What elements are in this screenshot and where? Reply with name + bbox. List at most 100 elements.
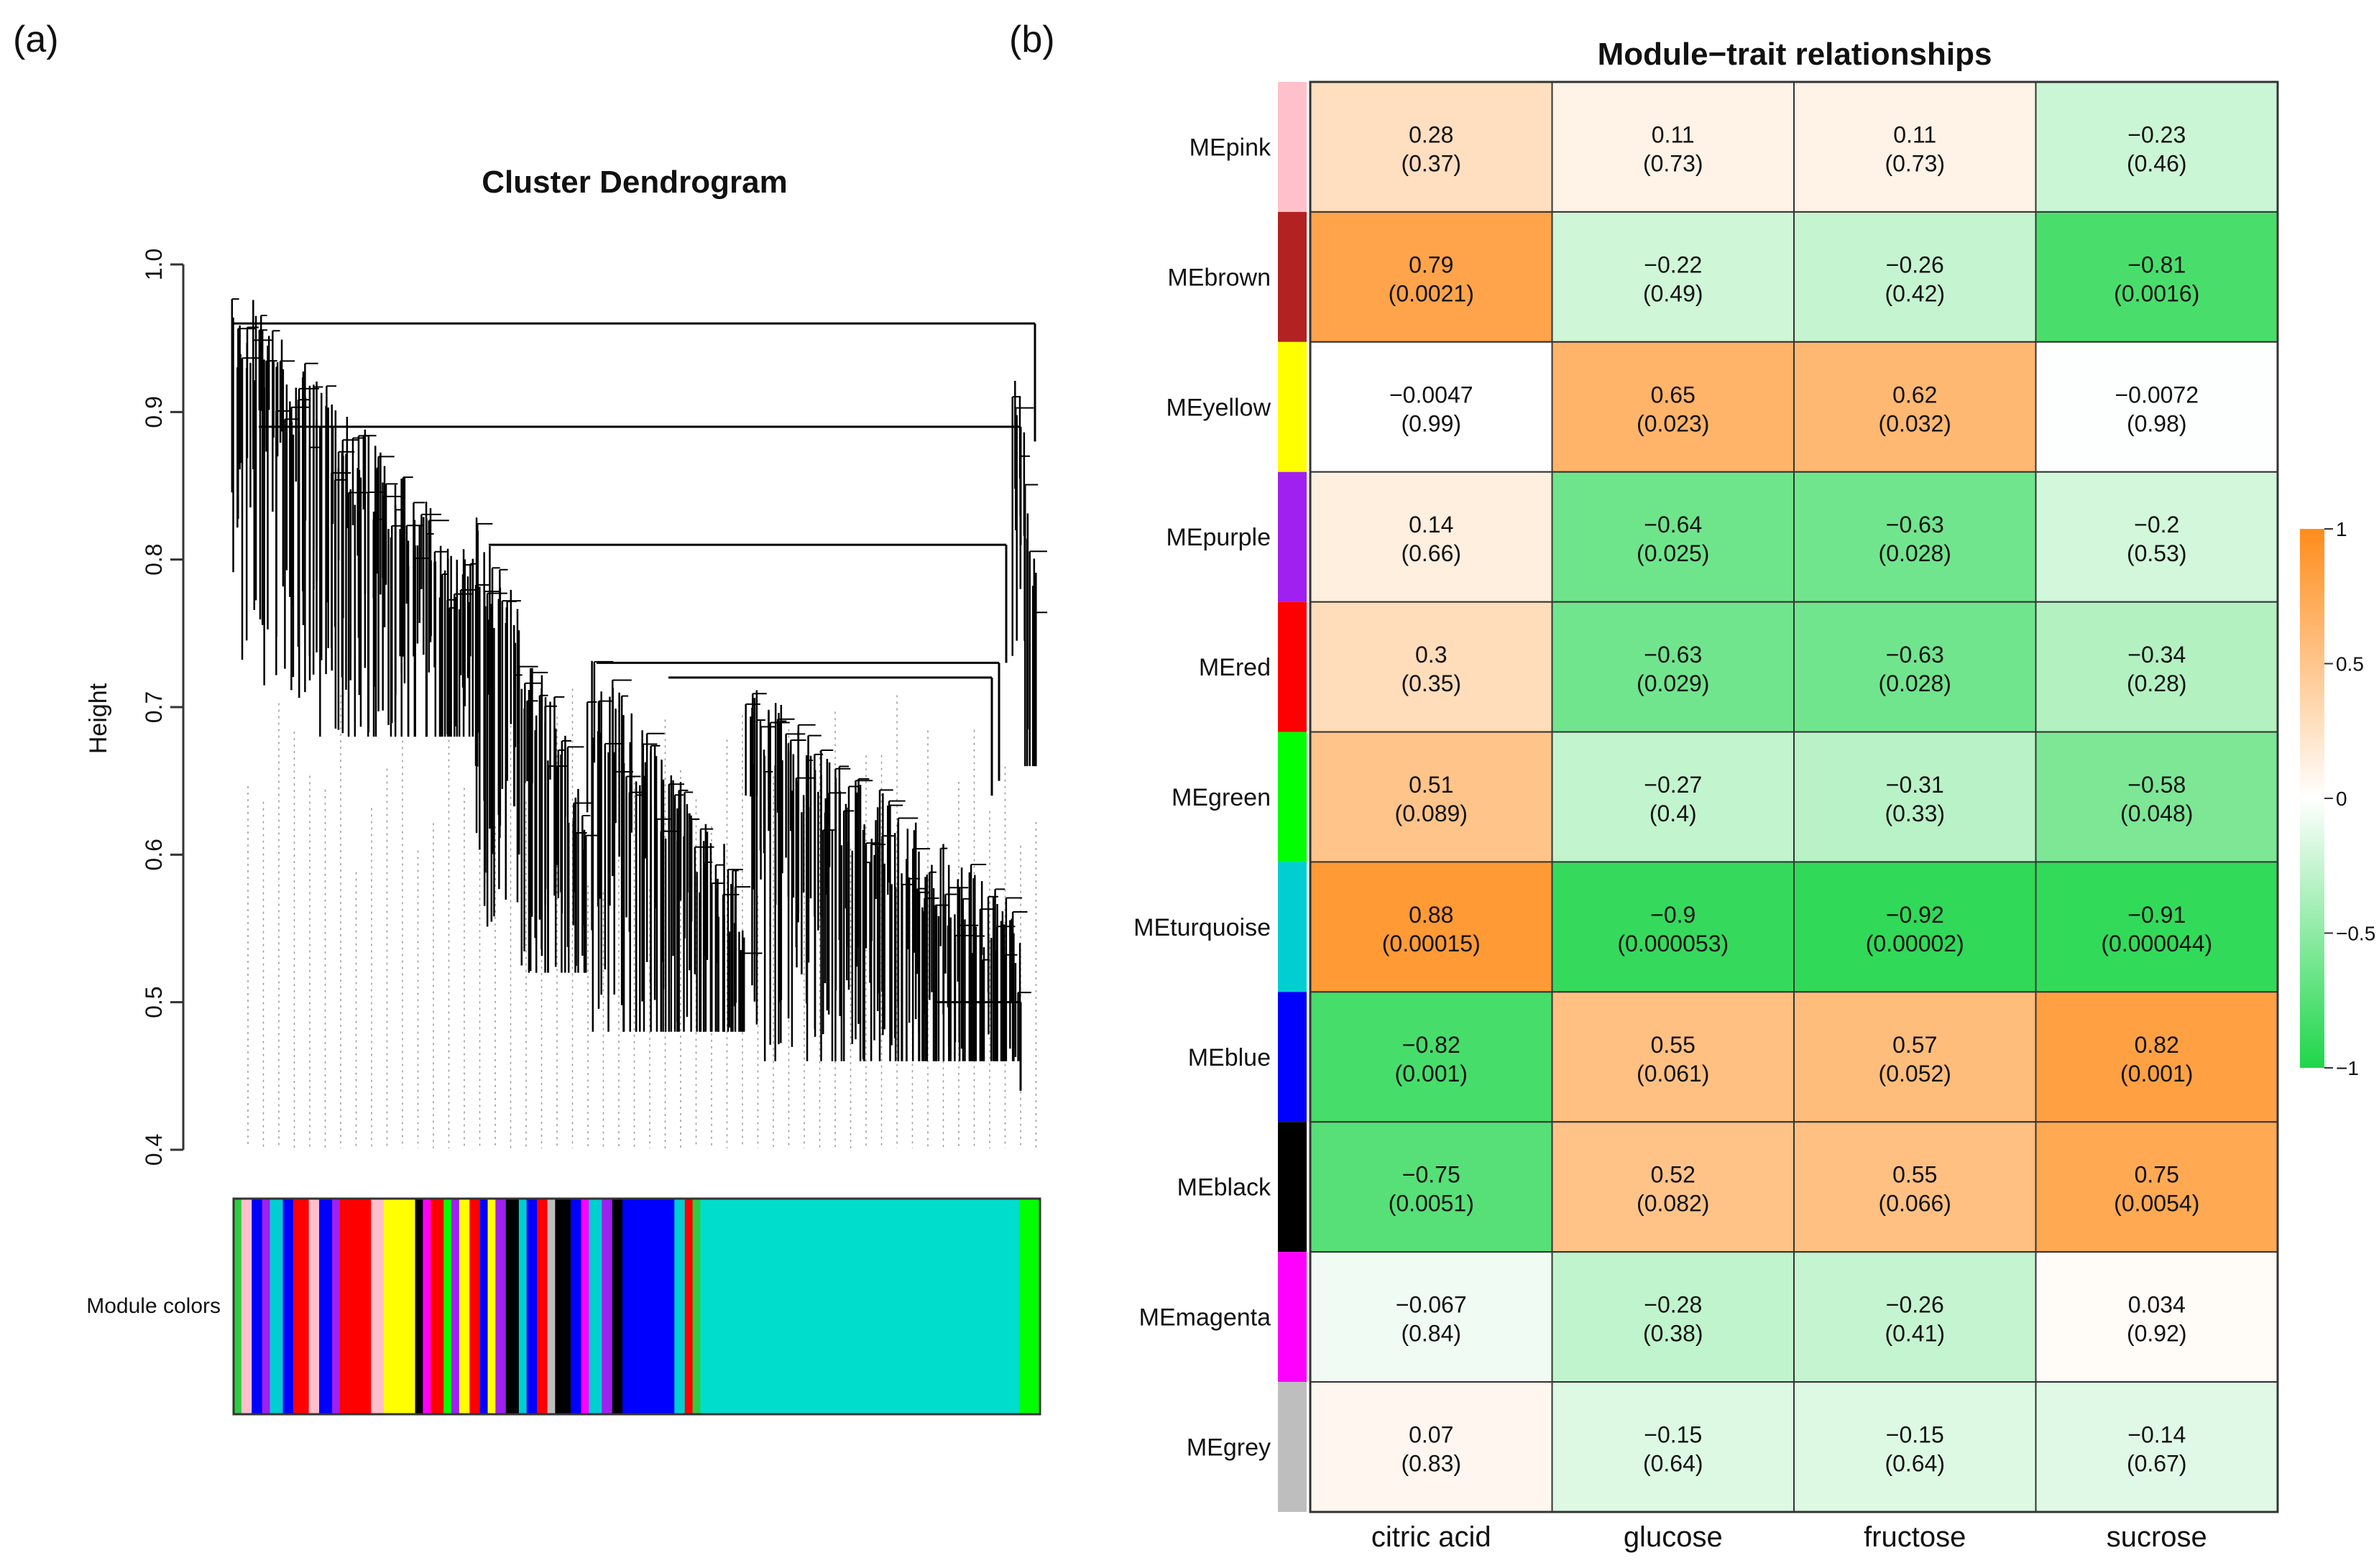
row-label: MEpurple — [1166, 524, 1271, 551]
module-color-segment — [282, 1199, 294, 1414]
cell-value: −0.067 — [1396, 1292, 1467, 1318]
cell-value: −0.92 — [1886, 902, 1944, 928]
colorbar-tick-label: 0 — [2336, 788, 2347, 810]
module-color-segment — [674, 1199, 686, 1414]
cell-value: −0.22 — [1644, 252, 1702, 277]
module-color-segment — [270, 1199, 284, 1414]
cell-value: 0.11 — [1893, 121, 1936, 147]
heatmap-cell — [1793, 991, 2037, 1123]
cell-p-value: (0.67) — [2127, 1451, 2187, 1477]
heatmap-cell — [2035, 731, 2278, 863]
cell-p-value: (0.028) — [1879, 540, 1951, 566]
module-color-segment — [371, 1199, 385, 1414]
cell-p-value: (0.061) — [1637, 1061, 1709, 1087]
heatmap-cell — [1310, 471, 1553, 603]
module-color-segment — [547, 1199, 556, 1414]
dendrogram-y-label: Height — [85, 683, 112, 754]
module-color-segment — [692, 1199, 701, 1414]
cell-p-value: (0.28) — [2127, 670, 2187, 696]
row-label: MEgreen — [1172, 784, 1271, 811]
heatmap-row-color-strip — [1278, 82, 1307, 1512]
heatmap-cell — [2035, 471, 2278, 603]
heatmap-cell — [1310, 1381, 1553, 1513]
cell-p-value: (0.0051) — [1389, 1191, 1474, 1217]
heatmap-cell — [1793, 1121, 2037, 1253]
heatmap-cells: 0.28 (0.37) 0.11 (0.73) 0.11 (0.73) −0.23 (0.46… — [1310, 81, 2278, 1513]
colorbar-gradient — [2300, 529, 2324, 1068]
cell-value: 0.62 — [1892, 382, 1937, 407]
heatmap-cell — [1551, 211, 1795, 343]
y-tick-label: 1.0 — [141, 249, 167, 280]
cell-value: −0.2 — [2134, 512, 2179, 538]
module-color-segment — [479, 1199, 489, 1414]
cell-p-value: (0.032) — [1879, 410, 1951, 436]
heatmap-cell — [1793, 1381, 2037, 1513]
y-tick-label: 0.8 — [141, 543, 167, 575]
module-color-segment — [700, 1199, 1020, 1414]
cell-p-value: (0.64) — [1643, 1451, 1703, 1477]
cell-p-value: (0.089) — [1395, 801, 1468, 826]
heatmap-cell — [1310, 601, 1553, 733]
colorbar-tick-label: −0.5 — [2336, 923, 2375, 945]
column-label: sucrose — [2107, 1521, 2207, 1553]
heatmap-row-labels: MEpink MEbrown MEyellow MEpurple MEred MEgree… — [1133, 134, 1271, 1461]
cell-p-value: (0.92) — [2127, 1321, 2187, 1347]
cell-value: 0.82 — [2135, 1032, 2179, 1058]
cell-value: −0.27 — [1644, 772, 1702, 798]
cell-value: −0.64 — [1644, 512, 1702, 538]
cell-value: −0.63 — [1644, 642, 1702, 668]
cell-p-value: (0.73) — [1885, 150, 1945, 176]
cell-p-value: (0.35) — [1401, 670, 1461, 696]
module-color-segment — [622, 1199, 675, 1414]
cell-p-value: (0.33) — [1885, 801, 1945, 826]
heatmap-title: Module−trait relationships — [1598, 37, 1992, 72]
module-colors-label: Module colors — [86, 1294, 221, 1318]
heatmap-cell — [1551, 341, 1795, 473]
heatmap-colorbar: 1 0.5 0 −0.5 −1 — [2300, 518, 2375, 1079]
cell-value: −0.58 — [2127, 772, 2186, 798]
heatmap-cell — [1793, 471, 2037, 603]
heatmap-cell — [1793, 341, 2037, 473]
module-color-segment — [459, 1199, 470, 1414]
cell-value: 0.52 — [1651, 1162, 1695, 1188]
cell-value: 0.14 — [1409, 512, 1453, 538]
cell-value: 0.55 — [1892, 1162, 1937, 1188]
heatmap-cell — [1310, 1121, 1553, 1253]
cell-p-value: (0.0016) — [2114, 280, 2199, 306]
colorbar-tick-label: 1 — [2336, 518, 2347, 540]
heatmap-cell — [1310, 211, 1553, 343]
module-colors-bar-frame — [232, 1197, 1041, 1416]
cell-p-value: (0.001) — [2120, 1061, 2193, 1087]
cell-value: 0.034 — [2128, 1292, 2186, 1318]
cell-value: −0.0047 — [1389, 382, 1473, 407]
row-label: MEpink — [1190, 134, 1271, 161]
cell-p-value: (0.00015) — [1382, 931, 1481, 956]
cell-p-value: (0.000044) — [2101, 931, 2212, 956]
module-color-segment — [571, 1199, 581, 1414]
y-tick-label: 0.7 — [141, 691, 167, 723]
module-color-segment — [339, 1199, 372, 1414]
module-color-segment — [415, 1199, 423, 1414]
cell-p-value: (0.028) — [1879, 670, 1951, 696]
cell-value: −0.23 — [2127, 121, 2186, 147]
module-color-segment — [1019, 1199, 1041, 1414]
heatmap-cell — [1551, 1121, 1795, 1253]
dendrogram-title: Cluster Dendrogram — [482, 165, 787, 200]
cell-p-value: (0.66) — [1401, 540, 1461, 566]
row-label: MEblack — [1177, 1174, 1271, 1202]
heatmap-cell — [1551, 471, 1795, 603]
cell-value: 0.79 — [1409, 252, 1453, 277]
panel-b-label: (b) — [1009, 19, 1055, 60]
row-color-swatch — [1278, 732, 1307, 862]
panel-a-label: (a) — [13, 19, 59, 60]
cell-p-value: (0.49) — [1643, 280, 1703, 306]
cell-value: −0.75 — [1402, 1162, 1460, 1188]
cell-value: −0.15 — [1644, 1422, 1702, 1448]
cell-value: −0.31 — [1886, 772, 1944, 798]
heatmap-cell — [1551, 601, 1795, 733]
module-color-segment — [602, 1199, 613, 1414]
cell-value: −0.0072 — [2115, 382, 2199, 407]
cell-value: −0.63 — [1886, 642, 1944, 668]
row-color-swatch — [1278, 341, 1307, 472]
cell-p-value: (0.082) — [1637, 1191, 1709, 1217]
